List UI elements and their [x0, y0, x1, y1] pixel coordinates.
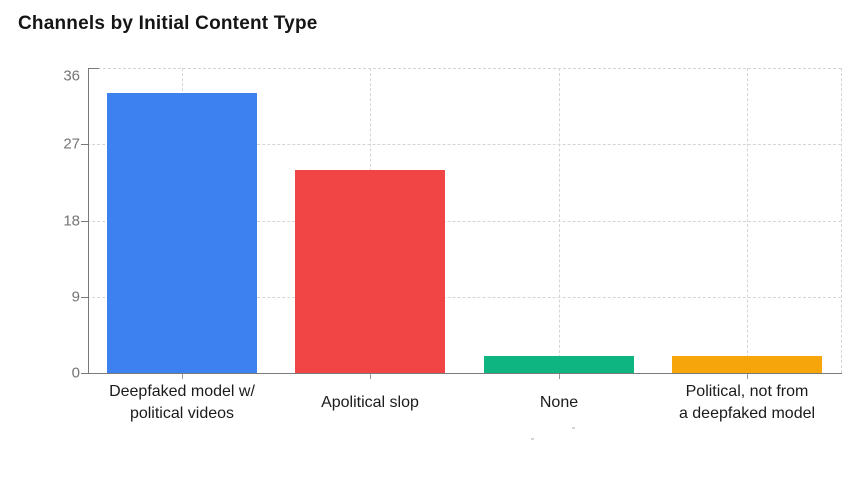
y-tick-label: 9 — [71, 288, 80, 306]
y-tick-mark — [81, 297, 88, 298]
gridline-vertical — [559, 68, 560, 373]
y-tick-label: 18 — [63, 212, 80, 230]
category-label: Apolitical slop — [321, 394, 419, 411]
category-label: Deepfaked model w/ political videos — [109, 383, 255, 422]
bar[interactable] — [484, 356, 634, 373]
x-tick-mark — [747, 374, 748, 379]
chart-title: Channels by Initial Content Type — [18, 13, 318, 34]
y-tick-label: 27 — [63, 135, 80, 153]
artifact-speck — [572, 427, 575, 429]
bar[interactable] — [107, 93, 257, 373]
axis-top-cap — [88, 68, 99, 69]
bar[interactable] — [295, 170, 445, 373]
gridline-horizontal — [82, 297, 841, 298]
gridline-vertical — [747, 68, 748, 373]
y-tick-label: 0 — [71, 364, 80, 382]
y-tick-mark — [81, 221, 88, 222]
y-tick-label: 36 — [63, 67, 80, 85]
category-label: None — [539, 394, 579, 411]
x-tick-mark — [559, 374, 560, 379]
gridline-horizontal-top — [98, 68, 841, 69]
gridline-horizontal — [82, 144, 841, 145]
y-axis-line — [88, 68, 89, 374]
y-tick-mark — [81, 144, 88, 145]
x-tick-mark — [182, 374, 183, 379]
y-tick-mark — [81, 373, 88, 374]
bar[interactable] — [672, 356, 822, 373]
category-label: Political, not from a deepfaked model — [678, 383, 816, 422]
plot-right-border — [841, 68, 842, 373]
gridline-horizontal — [82, 221, 841, 222]
artifact-speck — [531, 438, 534, 440]
x-tick-mark — [370, 374, 371, 379]
x-axis-line — [88, 373, 842, 374]
